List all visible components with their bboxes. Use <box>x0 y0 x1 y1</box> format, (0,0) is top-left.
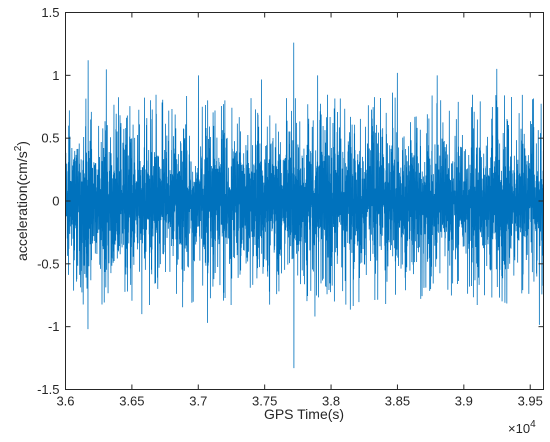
x-exponent-base: ×10 <box>508 421 530 436</box>
x-tick-label: 3.75 <box>252 394 277 409</box>
x-axis-ticks: 3.6 3.65 3.7 3.75 3.8 3.85 3.9 3.95 <box>56 12 543 409</box>
x-tick-label: 3.65 <box>119 394 144 409</box>
y-tick-label: -1 <box>48 319 60 334</box>
y-label-main: acceleration(cm/s <box>14 151 30 261</box>
y-tick-label: 0.5 <box>41 131 59 146</box>
y-label-sup: 2 <box>13 145 24 151</box>
x-axis-exponent: ×104 <box>508 419 536 436</box>
acceleration-signal-line <box>65 42 544 369</box>
x-tick-label: 3.85 <box>385 394 410 409</box>
y-axis-label: acceleration(cm/s2) <box>13 141 30 261</box>
x-tick-label: 3.9 <box>455 394 473 409</box>
x-exponent-power: 4 <box>530 419 536 430</box>
y-label-close: ) <box>14 141 30 146</box>
y-tick-label: -1.5 <box>37 382 59 397</box>
signal-path <box>65 42 544 369</box>
y-tick-label: 0 <box>52 194 59 209</box>
y-tick-label: 1.5 <box>41 5 59 20</box>
x-tick-label: 3.8 <box>322 394 340 409</box>
y-tick-label: 1 <box>52 68 59 83</box>
x-tick-label: 3.95 <box>518 394 543 409</box>
x-tick-label: 3.7 <box>189 394 207 409</box>
x-tick-label: 3.6 <box>56 394 74 409</box>
y-tick-label: -0.5 <box>37 256 59 271</box>
x-axis-label: GPS Time(s) <box>264 406 344 422</box>
y-axis-ticks: -1.5 -1 -0.5 0 0.5 1 1.5 <box>37 5 544 397</box>
